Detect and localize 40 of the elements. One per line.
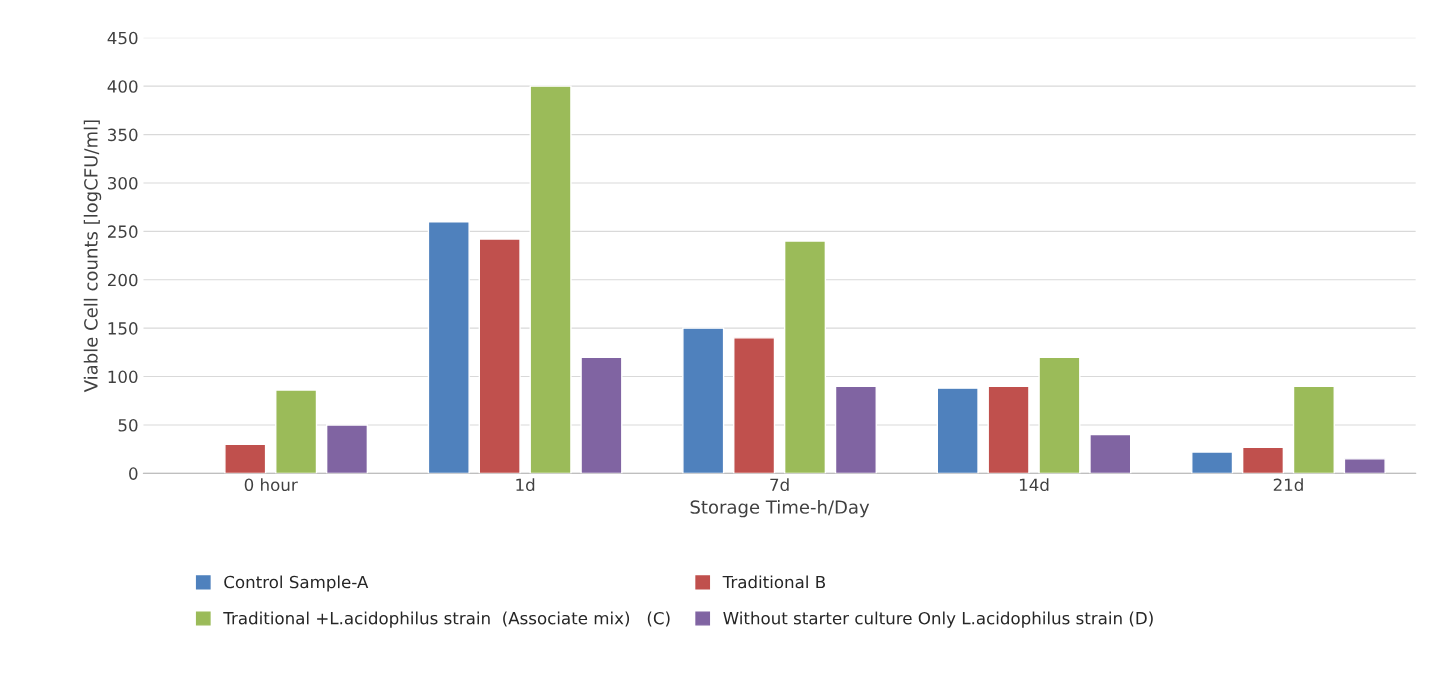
bar xyxy=(224,443,267,474)
bar xyxy=(580,356,623,474)
bar xyxy=(936,387,979,474)
y-tick-label: 50 xyxy=(118,418,138,432)
legend-label: Without starter culture Only L.acidophilus strain (D) xyxy=(723,611,1153,628)
y-tick-label: 0 xyxy=(129,467,138,480)
x-tick-label: 1d xyxy=(516,478,535,492)
bar xyxy=(783,240,827,474)
bar xyxy=(682,327,725,474)
x-tick-label: 21d xyxy=(1273,478,1303,492)
bar xyxy=(1038,356,1081,474)
x-tick-label: 14d xyxy=(1019,478,1049,492)
x-tick-label: 7d xyxy=(770,478,789,492)
x-axis-title: Storage Time-h/Day xyxy=(690,499,870,518)
x-tick-label: 0 hour xyxy=(244,478,298,492)
y-tick-label: 350 xyxy=(108,128,138,142)
y-tick-label: 100 xyxy=(108,370,138,384)
bar xyxy=(427,220,470,474)
y-tick-label: 150 xyxy=(108,322,138,335)
bar xyxy=(1089,433,1132,474)
legend-label: Traditional +L.acidophilus strain (Associate mix) (C) xyxy=(223,611,670,628)
y-axis-title: Viable Cell counts [logCFU/ml] xyxy=(83,120,102,393)
bar xyxy=(834,385,877,474)
bar xyxy=(733,337,776,474)
bar xyxy=(275,389,318,474)
bar xyxy=(478,238,521,474)
bar xyxy=(1191,451,1234,474)
bar xyxy=(325,424,369,474)
bar xyxy=(987,385,1030,474)
legend-label: Control Sample-A xyxy=(224,575,369,592)
legend-label: Traditional B xyxy=(722,575,826,589)
y-tick-label: 300 xyxy=(108,176,138,190)
y-tick-label: 400 xyxy=(107,80,138,93)
bar xyxy=(1343,458,1386,474)
bar xyxy=(1241,446,1285,474)
y-tick-label: 200 xyxy=(108,273,138,287)
bar xyxy=(1292,385,1335,474)
y-tick-label: 450 xyxy=(107,31,138,45)
bar xyxy=(529,85,572,474)
y-tick-label: 250 xyxy=(108,225,138,238)
